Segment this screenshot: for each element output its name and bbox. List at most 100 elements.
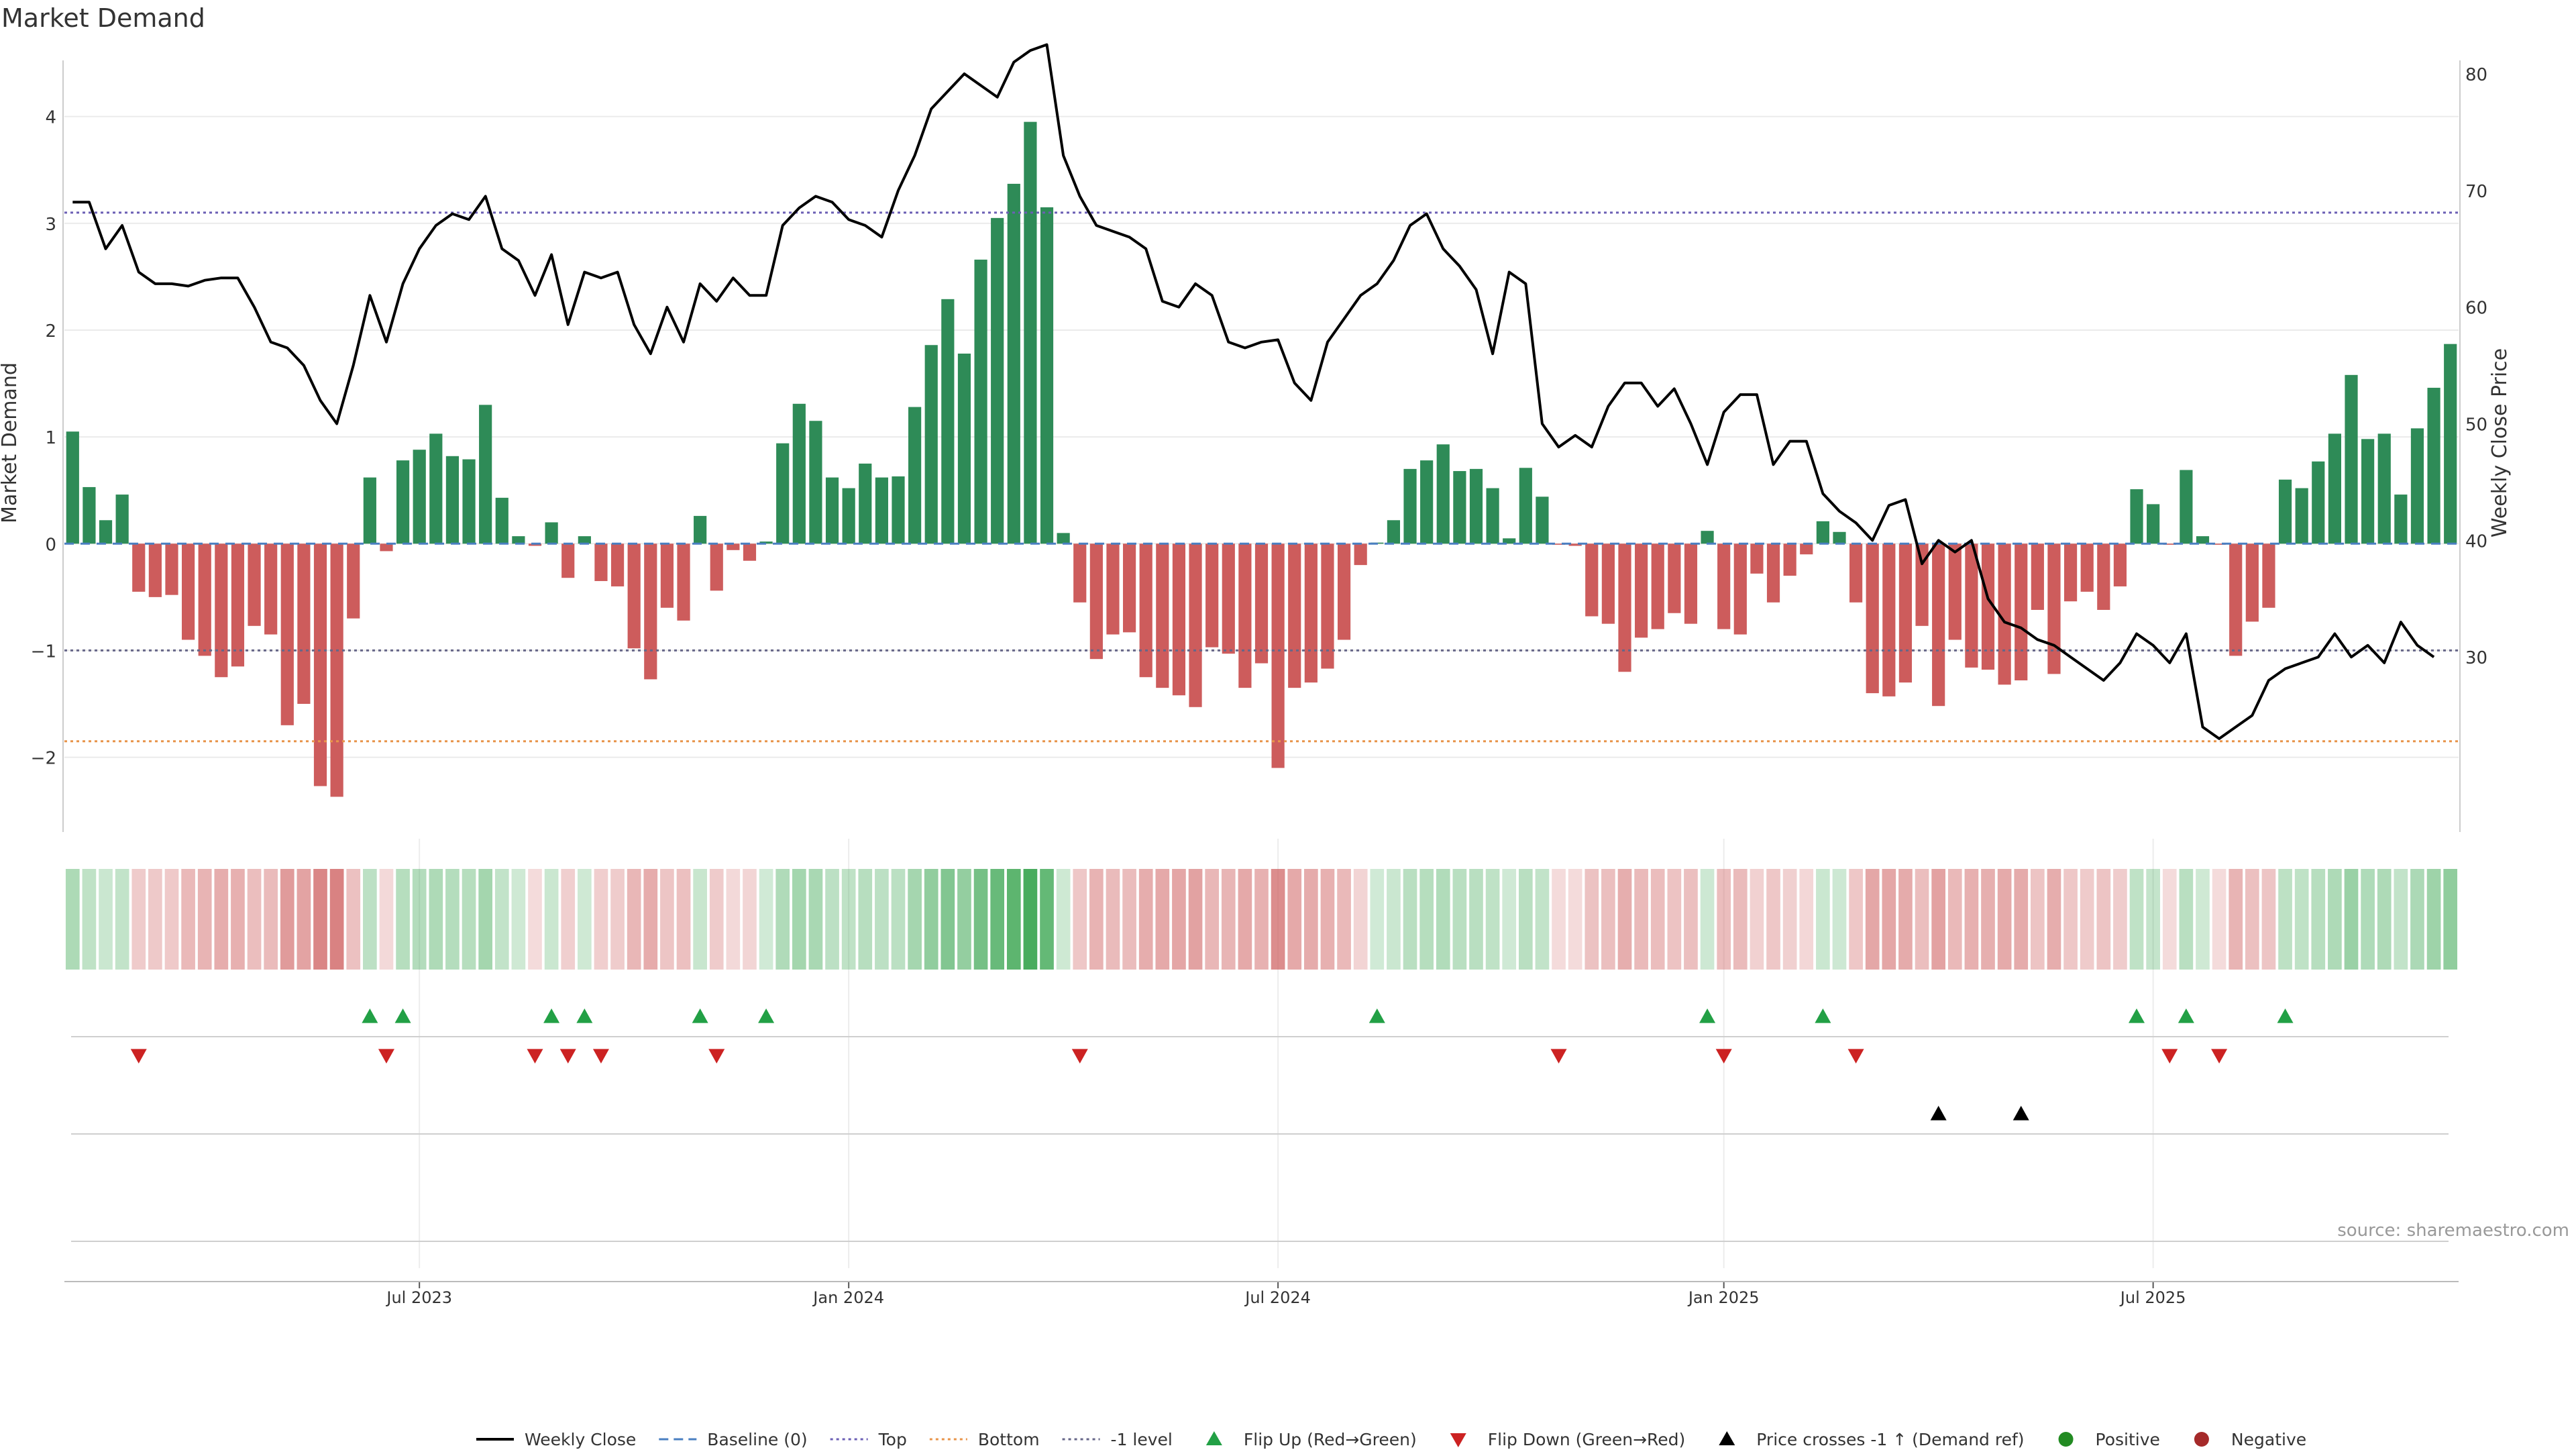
demand-bar xyxy=(2328,433,2341,544)
demand-bar xyxy=(445,456,460,544)
heat-cell xyxy=(775,869,790,970)
demand-bar xyxy=(892,476,905,544)
demand-bar xyxy=(2163,543,2176,545)
demand-bar xyxy=(231,543,245,667)
demand-bar xyxy=(660,543,674,608)
heat-cell xyxy=(1040,869,1054,970)
heat-cell xyxy=(494,869,509,970)
flip-up-marker xyxy=(394,1008,411,1023)
flip-up-marker xyxy=(2178,1008,2194,1023)
heat-cell xyxy=(2328,869,2342,970)
legend-label: Price crosses -1 ↑ (Demand ref) xyxy=(1756,1430,2024,1449)
demand-bar xyxy=(2345,374,2358,544)
demand-bar xyxy=(512,536,525,544)
demand-bar xyxy=(2312,461,2325,544)
heat-cell xyxy=(1667,869,1682,970)
heat-cell xyxy=(2245,869,2259,970)
demand-bar xyxy=(462,459,476,544)
left-tick-label: 0 xyxy=(45,535,56,555)
demand-bar xyxy=(2180,470,2193,544)
demand-bar xyxy=(363,477,376,544)
demand-bar xyxy=(2063,543,2078,602)
demand-bar xyxy=(429,433,443,544)
heat-cell xyxy=(875,869,889,970)
heat-cell xyxy=(841,869,856,970)
demand-bar xyxy=(2212,543,2226,545)
heat-cell xyxy=(2129,869,2144,970)
reference-lines xyxy=(64,211,2459,743)
demand-bar xyxy=(297,543,311,705)
heat-cell xyxy=(544,869,559,970)
demand-bar xyxy=(1238,543,1252,688)
demand-bar xyxy=(330,543,343,797)
demand-bar xyxy=(1601,543,1615,624)
demand-bar xyxy=(1998,543,2011,685)
heat-cell xyxy=(1650,869,1665,970)
demand-bar xyxy=(215,543,228,678)
demand-bar xyxy=(2245,543,2259,622)
x-tick-label: Jan 2024 xyxy=(812,1288,884,1307)
demand-bar xyxy=(1651,543,1664,629)
heat-cell xyxy=(1981,869,1995,970)
heat-cell xyxy=(1816,869,1830,970)
flip-down-marker xyxy=(1847,1049,1864,1064)
heat-strip xyxy=(65,869,2458,970)
flip-up-marker xyxy=(1699,1008,1716,1023)
heat-cell xyxy=(2410,869,2424,970)
heat-cell xyxy=(396,869,410,970)
left-tick-label: 1 xyxy=(45,428,56,448)
demand-bar xyxy=(1915,543,1929,626)
heat-cell xyxy=(2014,869,2029,970)
demand-bar xyxy=(1271,543,1285,768)
heat-cell xyxy=(247,869,262,970)
demand-bar xyxy=(2295,488,2308,544)
demand-bar xyxy=(1436,444,1450,544)
heat-cell xyxy=(197,869,212,970)
demand-bar xyxy=(2444,344,2457,544)
heat-cell xyxy=(478,869,492,970)
heat-cell xyxy=(1023,869,1038,970)
demand-bar xyxy=(1503,538,1516,544)
x-tick-label: Jul 2025 xyxy=(2119,1288,2186,1307)
demand-bar xyxy=(1486,488,1499,544)
flip-up-marker xyxy=(758,1008,775,1023)
demand-bar xyxy=(1403,468,1417,544)
demand-bar xyxy=(1898,543,1913,683)
demand-bar xyxy=(264,543,278,635)
heat-cell xyxy=(2080,869,2094,970)
heat-cell xyxy=(858,869,873,970)
demand-bar xyxy=(2015,543,2028,680)
demand-bar xyxy=(1750,543,1764,574)
heat-cell xyxy=(1865,869,1880,970)
heat-cell xyxy=(1122,869,1136,970)
demand-bar xyxy=(1536,497,1549,544)
heat-cell xyxy=(1700,869,1715,970)
heat-cell xyxy=(329,869,344,970)
demand-bar xyxy=(1717,543,1731,629)
flip-down-marker xyxy=(527,1049,543,1064)
heat-cell xyxy=(1304,869,1318,970)
legend-label: Baseline (0) xyxy=(707,1430,807,1449)
flip-down-marker xyxy=(2161,1049,2178,1064)
heat-cell xyxy=(891,869,906,970)
left-tick-label: −1 xyxy=(31,641,56,662)
demand-bar xyxy=(875,477,888,544)
demand-bar xyxy=(1172,543,1186,696)
right-tick-label: 80 xyxy=(2465,65,2487,85)
heat-cell xyxy=(1617,869,1632,970)
left-axis-label: Market Demand xyxy=(0,362,21,523)
demand-bar xyxy=(99,520,113,544)
demand-bar xyxy=(2113,543,2127,586)
heat-cell xyxy=(1271,869,1285,970)
demand-bar xyxy=(1701,531,1714,544)
right-tick-label: 40 xyxy=(2465,531,2487,552)
flip-up-marker xyxy=(1815,1008,1831,1023)
heat-cell xyxy=(1370,869,1385,970)
heat-cell xyxy=(2294,869,2309,970)
heat-cell xyxy=(743,869,757,970)
demand-bar xyxy=(694,515,707,544)
demand-bar xyxy=(1849,543,1863,603)
heat-cell xyxy=(511,869,526,970)
heat-cell xyxy=(1947,869,1962,970)
demand-bar xyxy=(776,443,790,544)
